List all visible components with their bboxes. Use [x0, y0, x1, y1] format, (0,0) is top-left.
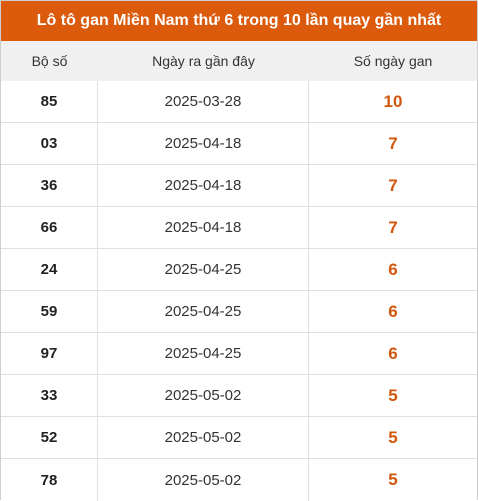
row-gan-days: 10 [383, 91, 403, 111]
row-gan-days: 6 [388, 301, 398, 321]
row-date: 2025-04-18 [98, 123, 309, 164]
row-gan-days: 7 [388, 133, 398, 153]
table-body: 85 2025-03-28 10 03 2025-04-18 7 36 2025… [1, 81, 477, 501]
row-number: 24 [1, 249, 98, 290]
row-number: 03 [1, 123, 98, 164]
header-gan-days: Số ngày gan [353, 53, 433, 69]
row-number: 52 [1, 417, 98, 458]
row-date: 2025-05-02 [98, 459, 309, 501]
row-date: 2025-05-02 [98, 417, 309, 458]
table-row: 59 2025-04-25 6 [1, 291, 477, 333]
row-gan-days: 7 [388, 217, 398, 237]
row-date: 2025-04-25 [98, 291, 309, 332]
row-date: 2025-04-18 [98, 207, 309, 248]
row-date: 2025-03-28 [98, 81, 309, 122]
table-row: 78 2025-05-02 5 [1, 459, 477, 501]
table-row: 52 2025-05-02 5 [1, 417, 477, 459]
row-gan-days: 6 [388, 259, 398, 279]
table-row: 03 2025-04-18 7 [1, 123, 477, 165]
row-gan-days: 7 [388, 175, 398, 195]
row-date: 2025-04-18 [98, 165, 309, 206]
table-row: 36 2025-04-18 7 [1, 165, 477, 207]
row-number: 59 [1, 291, 98, 332]
row-number: 36 [1, 165, 98, 206]
row-gan-days: 5 [388, 470, 398, 489]
row-gan-days: 6 [388, 343, 398, 363]
header-last-date: Ngày ra gần đây [152, 53, 255, 69]
table-header-row: Bộ số Ngày ra gần đây Số ngày gan [1, 41, 477, 82]
row-date: 2025-04-25 [98, 249, 309, 290]
header-number: Bộ số [31, 53, 68, 69]
row-date: 2025-04-25 [98, 333, 309, 374]
row-gan-days: 5 [388, 427, 398, 447]
table-row: 33 2025-05-02 5 [1, 375, 477, 417]
table-row: 66 2025-04-18 7 [1, 207, 477, 249]
row-date: 2025-05-02 [98, 375, 309, 416]
table-row: 97 2025-04-25 6 [1, 333, 477, 375]
row-number: 78 [1, 459, 98, 501]
table-row: 85 2025-03-28 10 [1, 81, 477, 123]
row-number: 97 [1, 333, 98, 374]
row-number: 66 [1, 207, 98, 248]
row-number: 33 [1, 375, 98, 416]
row-gan-days: 5 [388, 385, 398, 405]
table-row: 24 2025-04-25 6 [1, 249, 477, 291]
table-title: Lô tô gan Miền Nam thứ 6 trong 10 lần qu… [1, 1, 477, 41]
row-number: 85 [1, 81, 98, 122]
